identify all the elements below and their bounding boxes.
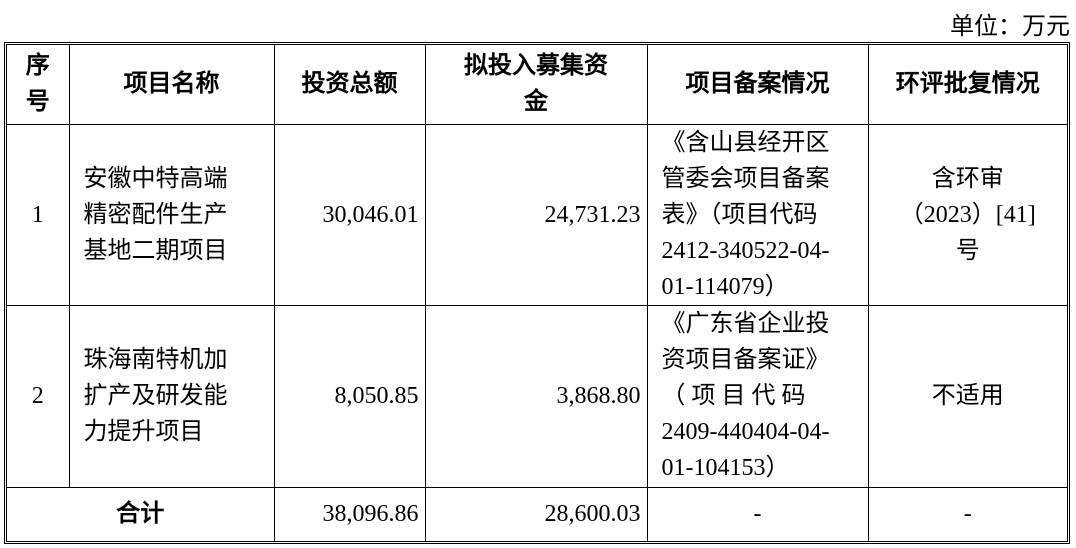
env-sum: - bbox=[867, 486, 1067, 541]
raise-amount-sum: 28,600.03 bbox=[424, 486, 648, 541]
fundraising-table: 序号 项目名称 投资总额 拟投入募集资金 项目备案情况 环评批复情况 1 安徽中… bbox=[4, 42, 1070, 544]
header-total: 投资总额 bbox=[273, 45, 426, 125]
project-name: 安徽中特高端 精密配件生产 基地二期项目 bbox=[68, 123, 275, 306]
total-investment: 30,046.01 bbox=[273, 123, 426, 306]
total-label: 合计 bbox=[7, 486, 275, 541]
header-row: 序号 项目名称 投资总额 拟投入募集资金 项目备案情况 环评批复情况 bbox=[7, 45, 1067, 125]
record-sum: - bbox=[646, 486, 869, 541]
env-approval: 含环审 （2023）[41] 号 bbox=[867, 123, 1067, 306]
total-row: 合计 38,096.86 28,600.03 - - bbox=[7, 486, 1067, 541]
table-row: 1 安徽中特高端 精密配件生产 基地二期项目 30,046.01 24,731.23… bbox=[7, 123, 1067, 306]
header-record: 项目备案情况 bbox=[646, 45, 869, 125]
record-status: 《广东省企业投 资项目备案证》（ 项 目 代 码 2409-440404-04- 01… bbox=[646, 304, 869, 488]
row-no: 2 bbox=[7, 304, 70, 488]
raise-amount: 3,868.80 bbox=[424, 304, 648, 488]
row-no: 1 bbox=[7, 123, 70, 306]
table-row: 2 珠海南特机加 扩产及研发能 力提升项目 8,050.85 3,868.80 《广… bbox=[7, 304, 1067, 488]
env-approval: 不适用 bbox=[867, 304, 1067, 488]
header-no: 序号 bbox=[7, 45, 70, 125]
unit-label: 单位：万元 bbox=[950, 14, 1070, 40]
header-env: 环评批复情况 bbox=[867, 45, 1067, 125]
raise-amount: 24,731.23 bbox=[424, 123, 648, 306]
total-investment-sum: 38,096.86 bbox=[273, 486, 426, 541]
header-name: 项目名称 bbox=[68, 45, 275, 125]
header-raise: 拟投入募集资金 bbox=[424, 45, 648, 125]
project-name: 珠海南特机加 扩产及研发能 力提升项目 bbox=[68, 304, 275, 488]
record-status: 《含山县经开区 管委会项目备案 表》（项目代码 2412-340522-04- 01-1… bbox=[646, 123, 869, 306]
total-investment: 8,050.85 bbox=[273, 304, 426, 488]
